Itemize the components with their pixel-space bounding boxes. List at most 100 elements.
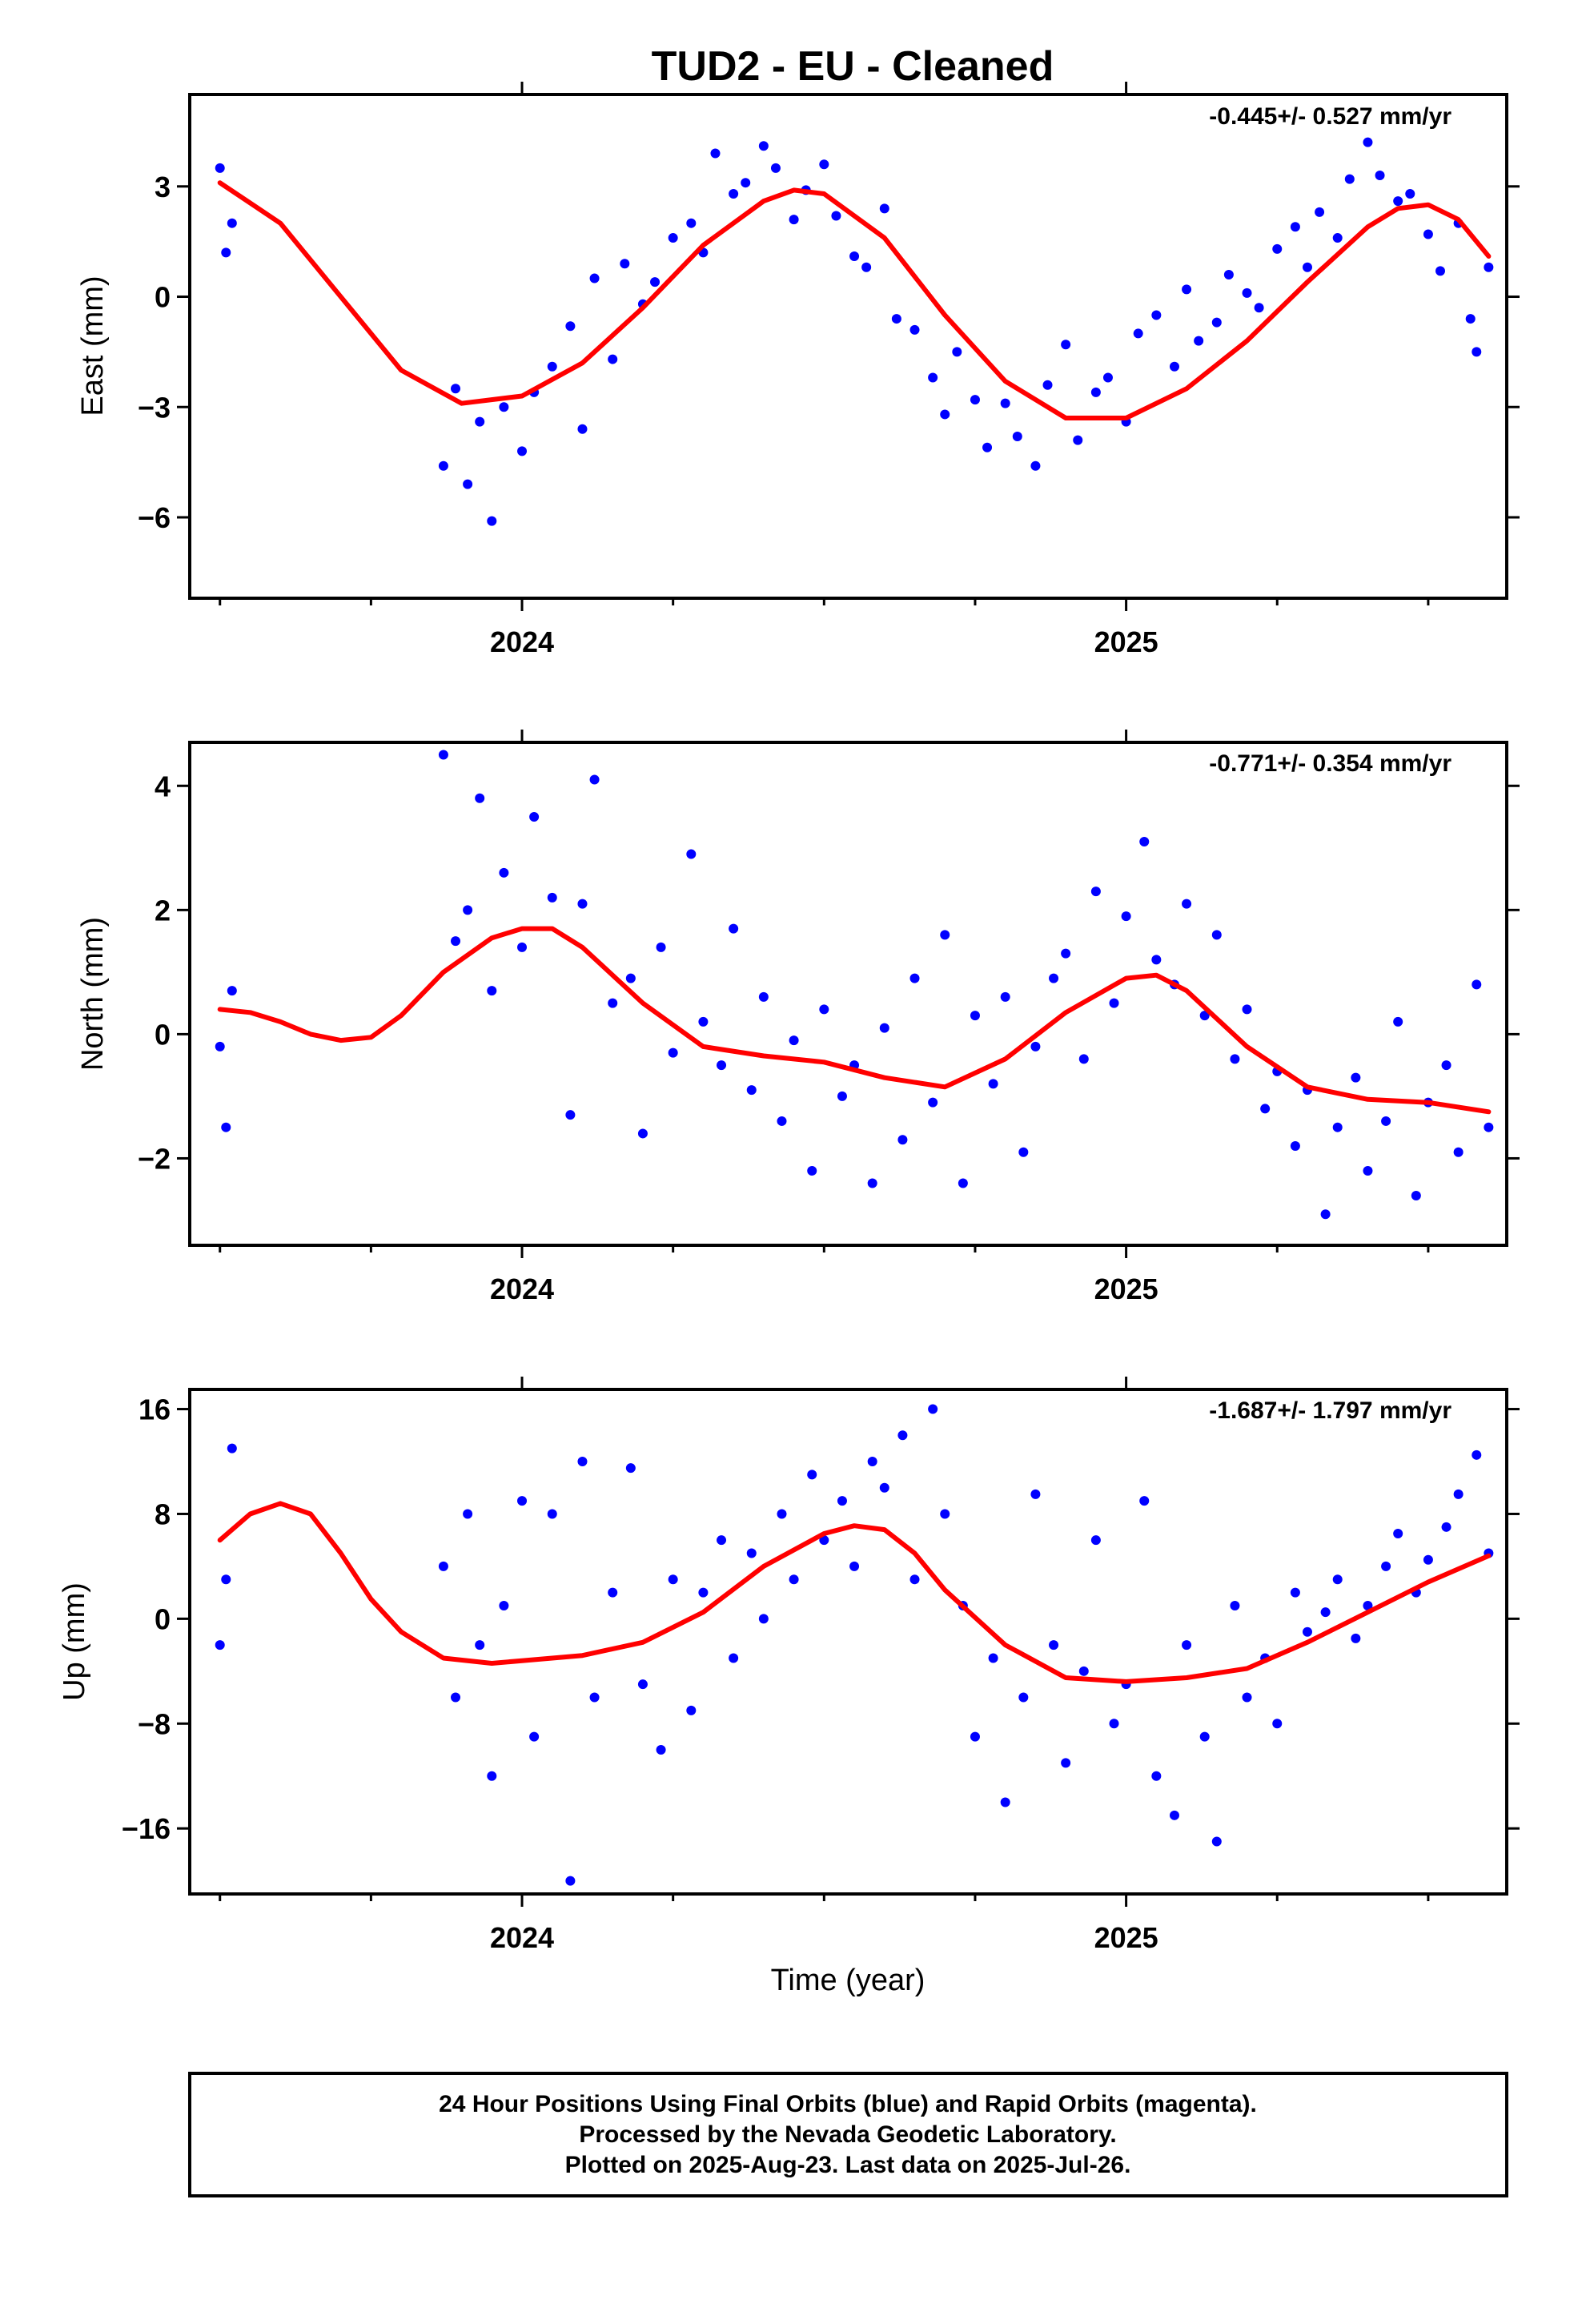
east-data-point bbox=[982, 442, 993, 452]
up-data-point bbox=[1169, 1810, 1179, 1820]
east-data-point bbox=[1393, 196, 1403, 207]
north-data-point bbox=[529, 812, 540, 822]
up-y-tick-label: −8 bbox=[138, 1707, 171, 1740]
east-x-tick-label: 2024 bbox=[490, 625, 554, 658]
east-data-point bbox=[517, 446, 528, 456]
north-data-point bbox=[1260, 1104, 1271, 1114]
east-fit-curve bbox=[217, 180, 1492, 420]
footer-frame bbox=[188, 2072, 1508, 2197]
east-data-point bbox=[1073, 435, 1083, 445]
up-data-point bbox=[1000, 1797, 1010, 1807]
up-data-point bbox=[1453, 1489, 1464, 1499]
up-x-tick-label: 2025 bbox=[1094, 1921, 1158, 1954]
north-data-point bbox=[1484, 1122, 1494, 1132]
east-data-point bbox=[499, 402, 509, 412]
north-data-point bbox=[1381, 1116, 1391, 1126]
east-y-tick-label: −6 bbox=[138, 501, 171, 534]
east-data-point bbox=[1332, 233, 1343, 243]
up-data-point bbox=[577, 1457, 588, 1466]
east-data-point bbox=[475, 416, 485, 427]
up-data-point bbox=[837, 1496, 847, 1506]
up-data-point bbox=[438, 1561, 448, 1571]
up-data-point bbox=[1441, 1522, 1452, 1532]
north-data-point bbox=[499, 867, 509, 878]
north-data-point bbox=[1090, 887, 1101, 897]
east-data-point bbox=[970, 395, 980, 405]
north-data-point bbox=[1393, 1016, 1403, 1027]
north-data-point bbox=[1453, 1147, 1464, 1157]
east-y-axis-label: East (mm) bbox=[76, 275, 110, 416]
north-data-point bbox=[777, 1116, 787, 1126]
north-fit-curve bbox=[217, 926, 1492, 1115]
north-data-point bbox=[668, 1047, 678, 1058]
north-data-point bbox=[463, 905, 473, 915]
up-data-point bbox=[1242, 1692, 1252, 1703]
east-data-point bbox=[1042, 380, 1053, 390]
up-x-tick-label: 2024 bbox=[490, 1921, 554, 1954]
east-x-tick-label: 2025 bbox=[1094, 625, 1158, 658]
east-data-point bbox=[686, 218, 697, 228]
up-points bbox=[215, 1404, 1494, 1886]
east-data-point bbox=[849, 251, 860, 262]
north-panel: −2 0 2 4 2024 2025 North (mm) -0.771+/- 0.354… bbox=[76, 730, 1520, 1305]
north-points bbox=[215, 750, 1494, 1220]
east-ticks: −6 −3 0 3 2024 2025 bbox=[138, 82, 1520, 658]
north-plot-frame bbox=[188, 741, 1508, 1247]
east-data-point bbox=[650, 277, 661, 287]
up-data-point bbox=[807, 1470, 817, 1480]
east-data-point bbox=[789, 215, 799, 225]
north-data-point bbox=[1332, 1122, 1343, 1132]
east-plot-frame bbox=[188, 93, 1508, 600]
east-data-point bbox=[1375, 171, 1385, 181]
north-data-point bbox=[1000, 991, 1010, 1002]
up-data-point bbox=[1272, 1719, 1283, 1729]
north-data-point bbox=[1199, 1011, 1210, 1021]
up-data-point bbox=[777, 1509, 787, 1519]
up-fit-line bbox=[217, 1501, 1492, 1684]
up-data-point bbox=[758, 1614, 769, 1624]
east-data-point bbox=[577, 424, 588, 434]
north-fit-line bbox=[217, 926, 1492, 1115]
north-data-point bbox=[487, 986, 497, 996]
north-data-point bbox=[215, 1041, 225, 1051]
east-data-point bbox=[565, 321, 576, 332]
east-data-point bbox=[1211, 317, 1222, 328]
east-data-point bbox=[1405, 188, 1415, 199]
up-data-point bbox=[499, 1601, 509, 1610]
up-data-point bbox=[819, 1535, 829, 1546]
east-data-point bbox=[770, 163, 781, 173]
north-data-point bbox=[1320, 1209, 1331, 1220]
figure-title: TUD2 - EU - Cleaned bbox=[652, 43, 1054, 90]
north-data-point bbox=[451, 936, 461, 947]
east-data-point bbox=[1102, 372, 1113, 383]
up-panel: −16 −8 0 8 16 2024 2025 Up (mm) -1.687+/- 1.79… bbox=[58, 1377, 1520, 1954]
north-data-point bbox=[698, 1016, 709, 1027]
north-data-point bbox=[1109, 998, 1119, 1008]
east-data-point bbox=[952, 347, 962, 357]
east-data-point bbox=[1169, 361, 1179, 372]
north-data-point bbox=[1121, 911, 1131, 922]
north-data-point bbox=[1078, 1054, 1089, 1064]
up-data-point bbox=[1061, 1758, 1071, 1768]
east-data-point bbox=[589, 273, 600, 283]
east-data-point bbox=[758, 141, 769, 151]
up-data-point bbox=[227, 1443, 237, 1454]
north-data-point bbox=[1441, 1060, 1452, 1071]
up-data-point bbox=[1320, 1607, 1331, 1618]
up-data-point bbox=[1351, 1633, 1361, 1643]
north-y-tick-label: 0 bbox=[155, 1018, 171, 1051]
east-data-point bbox=[928, 372, 938, 383]
east-data-point bbox=[1254, 303, 1264, 313]
east-data-point bbox=[1000, 398, 1010, 408]
footer-box: 24 Hour Positions Using Final Orbits (bl… bbox=[188, 2072, 1508, 2197]
up-data-point bbox=[656, 1745, 666, 1755]
east-fit-line bbox=[217, 180, 1492, 420]
east-data-point bbox=[1182, 284, 1192, 295]
east-data-point bbox=[831, 211, 841, 221]
north-data-point bbox=[758, 991, 769, 1002]
east-data-point bbox=[1272, 243, 1283, 254]
east-data-point bbox=[451, 384, 461, 394]
north-y-tick-label: 4 bbox=[155, 770, 171, 802]
up-data-point bbox=[1049, 1640, 1059, 1651]
up-data-point bbox=[1302, 1626, 1312, 1637]
